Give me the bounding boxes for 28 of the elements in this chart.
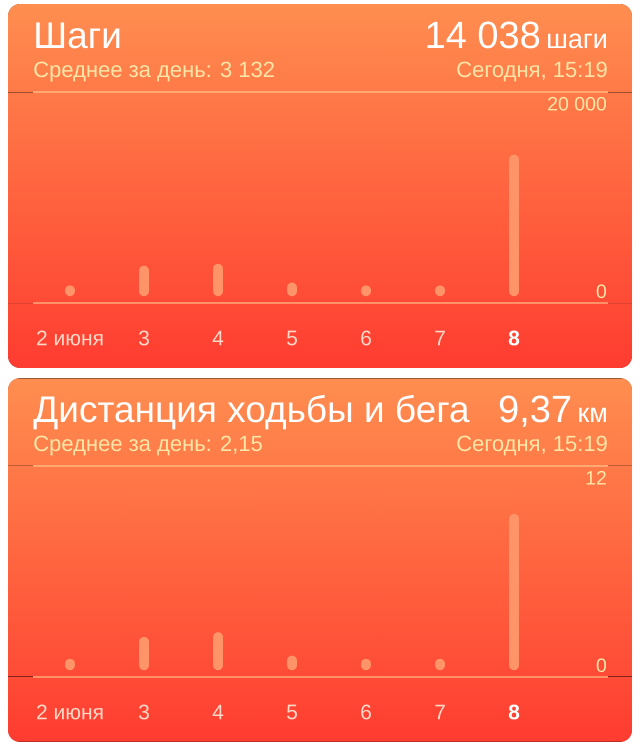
text: 14 038 bbox=[427, 21, 540, 48]
x-tick-label: 5 bbox=[287, 704, 297, 720]
text: км bbox=[579, 408, 606, 422]
x-tick-label: 7 bbox=[435, 330, 445, 346]
x-tick-label: 4 bbox=[212, 704, 224, 720]
x-tick-label: 3 bbox=[138, 330, 149, 346]
x-tick-label: 6 bbox=[361, 330, 371, 346]
chart-title: Дистанция ходьбы и бега bbox=[33, 394, 470, 430]
x-tick-label: 3 bbox=[138, 704, 149, 720]
x-tick-label: 5 bbox=[287, 330, 297, 346]
y-tick-label: 20 000 bbox=[548, 96, 606, 111]
x-tick-label: 6 bbox=[361, 704, 371, 720]
text: Сегодня, 15:19 bbox=[457, 436, 607, 456]
x-tick-label: 8 bbox=[508, 330, 520, 346]
text: шаги bbox=[548, 33, 606, 48]
chart-subtitle: Среднее за день: 3 132 bbox=[34, 62, 274, 82]
x-tick-label: 8 bbox=[508, 704, 520, 720]
text: 9,37 bbox=[500, 395, 570, 427]
y-tick-label: 0 bbox=[596, 284, 606, 298]
x-tick-label: 2 июня bbox=[37, 704, 103, 720]
chart-title: Шаги bbox=[36, 22, 120, 48]
x-tick-label: 2 июня bbox=[37, 330, 103, 346]
x-tick-label: 4 bbox=[212, 330, 224, 346]
y-tick-label: 0 bbox=[596, 658, 606, 672]
chart-subtitle: Среднее за день: 2,15 bbox=[34, 436, 262, 456]
y-tick-label: 12 bbox=[586, 470, 606, 485]
x-tick-label: 7 bbox=[435, 704, 445, 720]
text: Сегодня, 15:19 bbox=[457, 62, 607, 82]
